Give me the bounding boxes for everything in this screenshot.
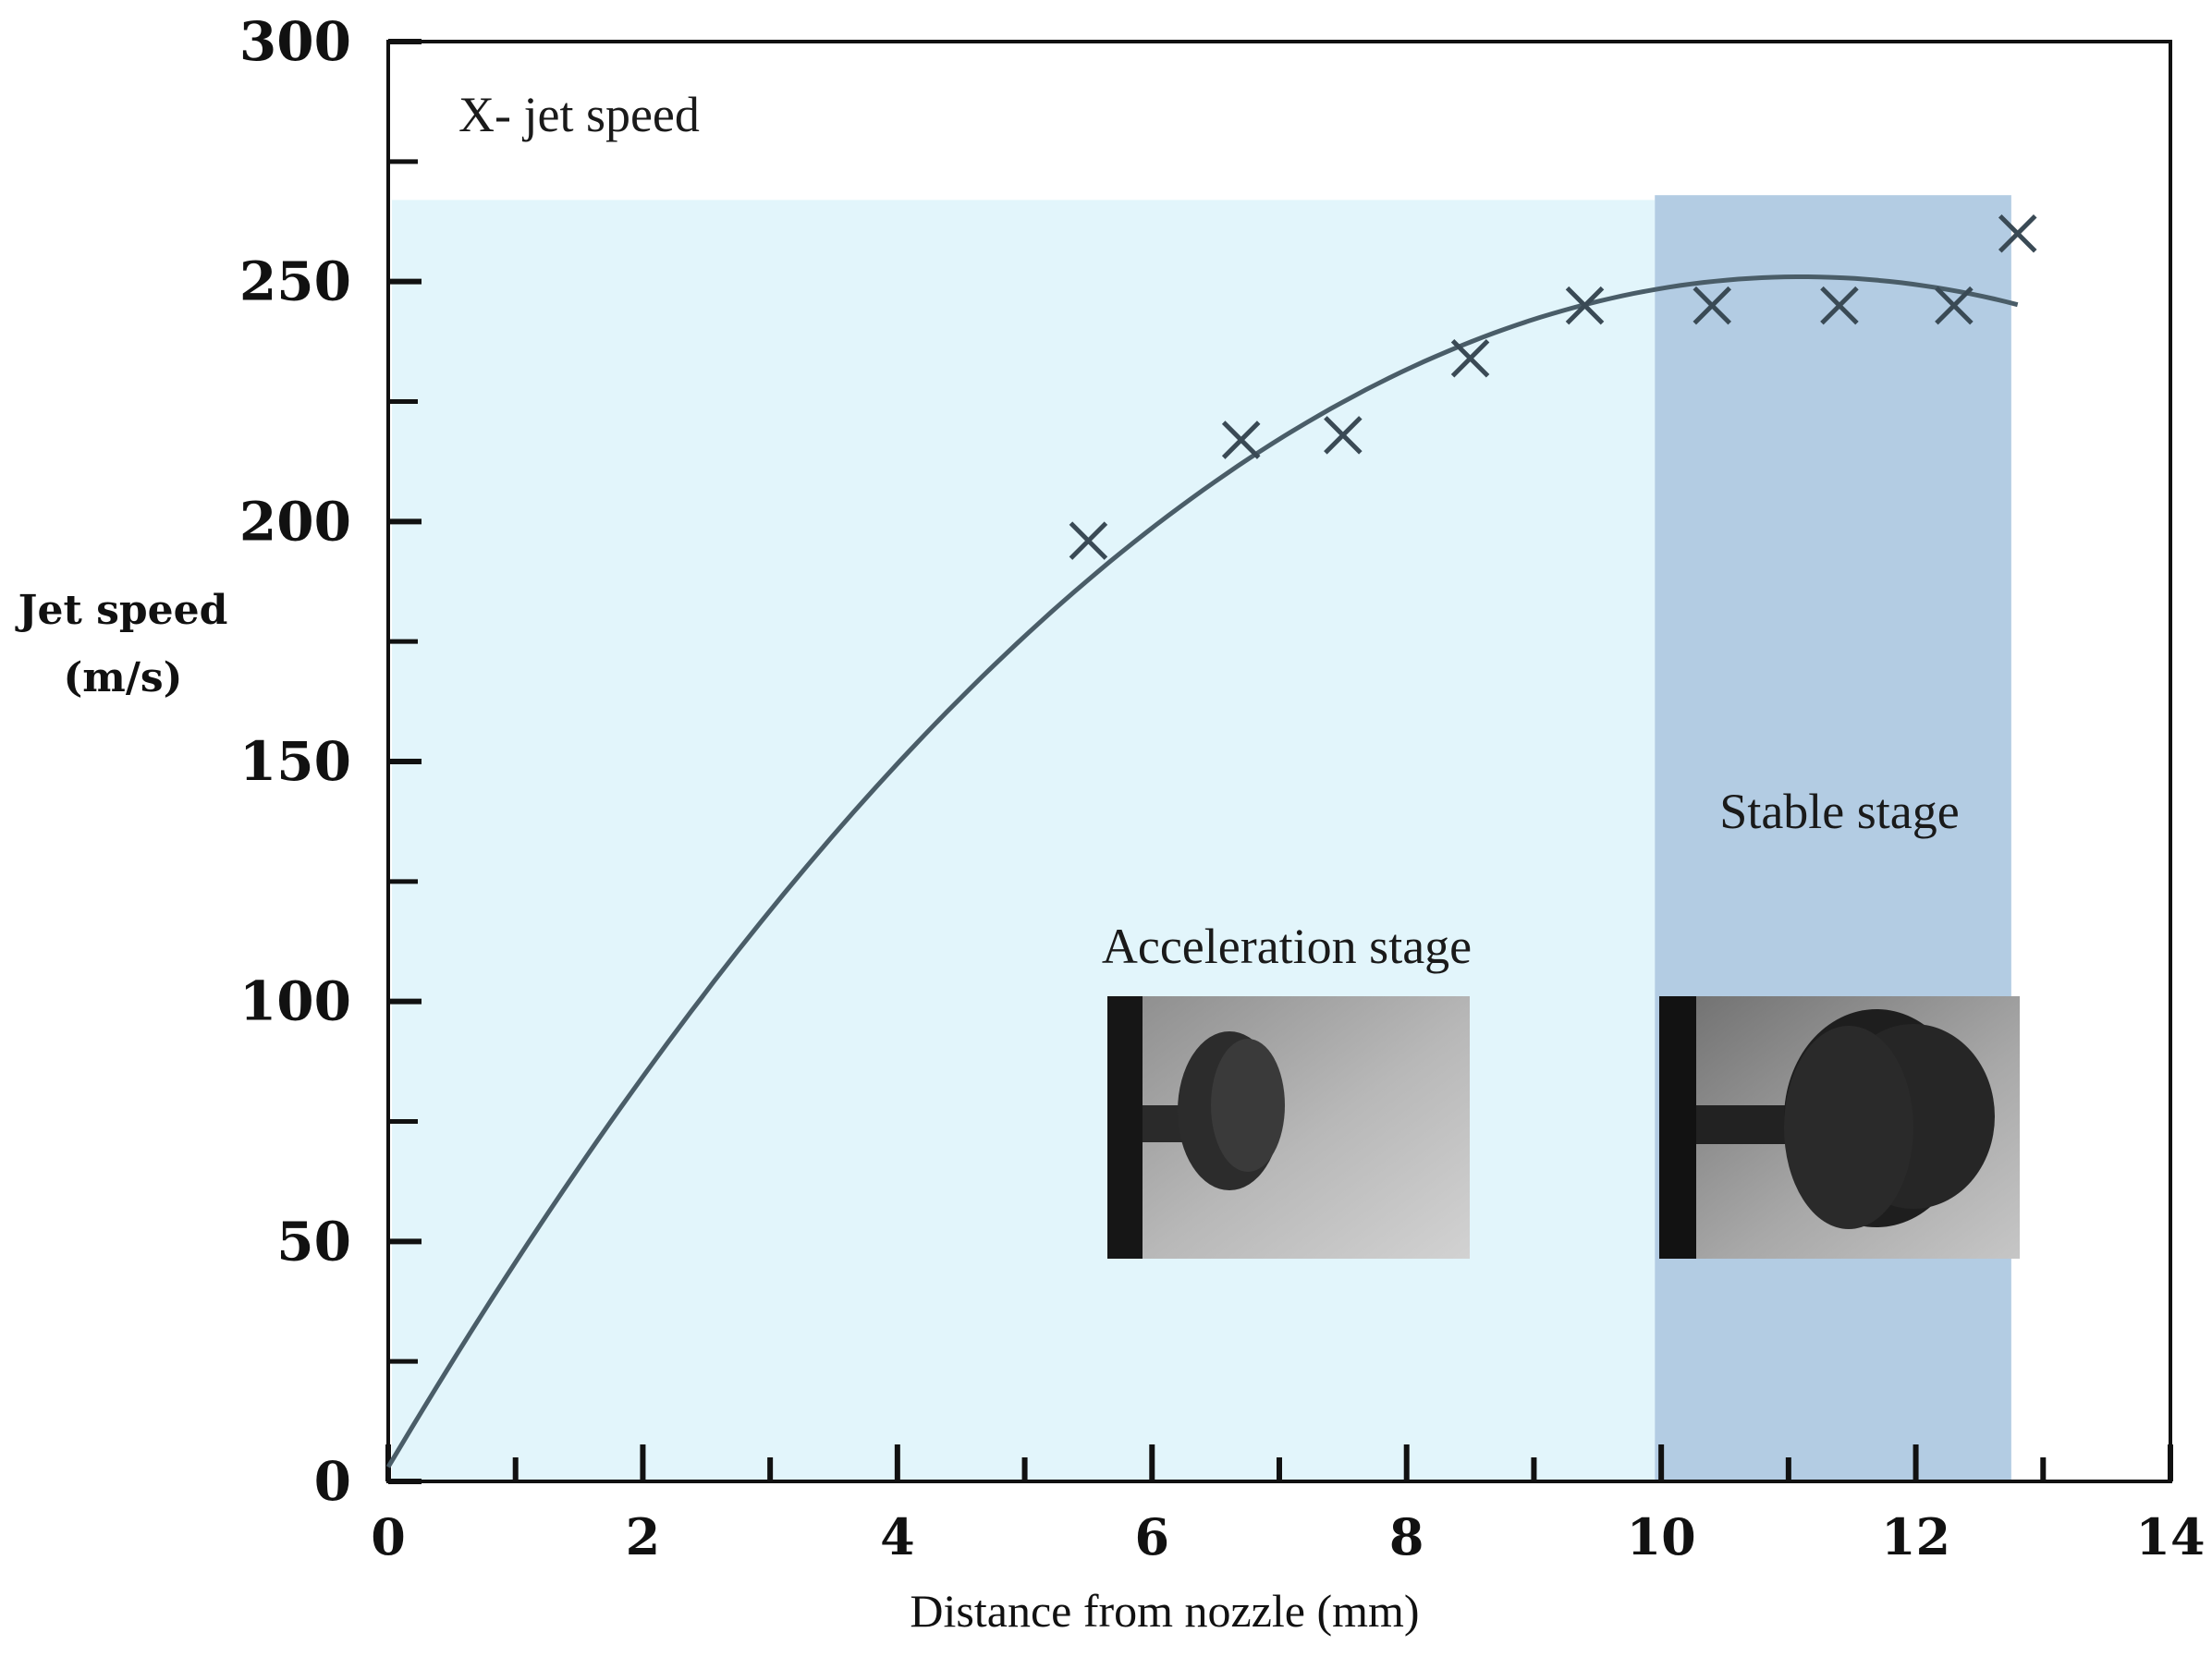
data-point-4 bbox=[1450, 338, 1490, 378]
x-tick-label-10: 10 bbox=[1627, 1507, 1696, 1566]
data-point-8 bbox=[1935, 286, 1974, 325]
x-tick-label-2: 2 bbox=[626, 1507, 661, 1566]
stage-region-stable bbox=[1655, 195, 2011, 1482]
x-tick-label-0: 0 bbox=[371, 1507, 406, 1566]
data-point-2 bbox=[1221, 420, 1261, 459]
jet-acceleration-photo bbox=[1107, 996, 1470, 1259]
x-tick-label-6: 6 bbox=[1134, 1507, 1169, 1566]
axes: 0 50 100 150 200 250 300 0 2 4 6 8 10 12 14 bbox=[239, 10, 2206, 1566]
data-point-9 bbox=[1998, 213, 2037, 253]
data-point-7 bbox=[1820, 286, 1859, 325]
region-label-acceleration: Acceleration stage bbox=[1102, 919, 1472, 974]
region-label-stable: Stable stage bbox=[1719, 784, 1959, 839]
y-tick-label-250: 250 bbox=[239, 250, 351, 313]
x-tick-label-8: 8 bbox=[1389, 1507, 1424, 1566]
trend-curve bbox=[385, 274, 2019, 1468]
y-tick-label-0: 0 bbox=[314, 1450, 351, 1513]
legend-label: X- jet speed bbox=[458, 87, 700, 142]
x-tick-label-12: 12 bbox=[1881, 1507, 1950, 1566]
x-tick-label-4: 4 bbox=[880, 1507, 915, 1566]
jet-photos bbox=[1107, 996, 2020, 1259]
jet-stable-photo bbox=[1659, 996, 2020, 1259]
y-tick-label-300: 300 bbox=[239, 10, 351, 73]
x-axis-title: Distance from nozzle (mm) bbox=[910, 1585, 1419, 1637]
chart-text: X- jet speed Acceleration stage Stable s… bbox=[15, 87, 1960, 1637]
x-tick-label-14: 14 bbox=[2135, 1507, 2205, 1566]
data-point-3 bbox=[1324, 416, 1363, 455]
y-tick-label-50: 50 bbox=[276, 1210, 351, 1273]
stage-region-acceleration bbox=[392, 200, 1656, 1481]
data-points bbox=[1069, 213, 2037, 560]
data-point-5 bbox=[1565, 286, 1605, 325]
y-tick-label-200: 200 bbox=[239, 490, 351, 553]
y-tick-label-100: 100 bbox=[239, 970, 351, 1033]
data-point-1 bbox=[1069, 521, 1108, 560]
data-point-6 bbox=[1693, 286, 1731, 325]
y-axis-title-line1: Jet speed bbox=[15, 587, 228, 634]
y-axis-title-line2: (m/s) bbox=[63, 654, 182, 701]
trend-curve-line bbox=[385, 274, 2019, 1468]
y-tick-label-150: 150 bbox=[239, 730, 351, 793]
stage-regions bbox=[392, 195, 2011, 1482]
